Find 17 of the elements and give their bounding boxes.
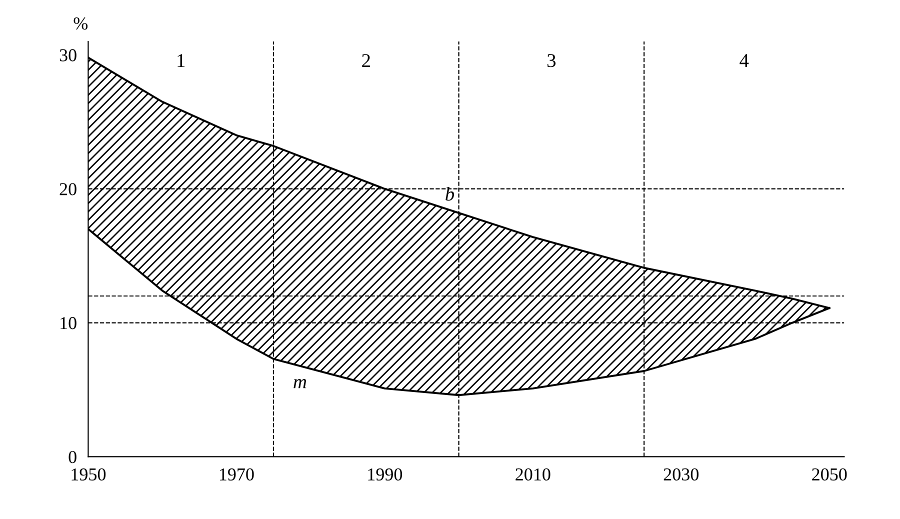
annotation: 1 [178, 54, 185, 67]
series-label: b [446, 186, 454, 201]
y-tick-label: 30 [60, 49, 76, 62]
x-tick-label: 1990 [368, 468, 402, 481]
y-tick-label: 0 [68, 450, 76, 464]
series-label: m [294, 378, 306, 388]
x-tick-label: 2010 [516, 468, 550, 481]
y-tick-label: 10 [60, 317, 76, 330]
annotation: 2 [362, 54, 370, 67]
y-axis-title: % [74, 17, 88, 30]
x-tick-label: 1950 [72, 468, 106, 481]
x-tick-label: 1970 [220, 468, 254, 481]
x-tick-label: 2050 [812, 468, 847, 481]
annotation: 3 [548, 54, 556, 68]
annotation: 4 [740, 54, 749, 67]
x-tick-label: 2030 [664, 468, 699, 481]
y-tick-label: 20 [60, 183, 76, 196]
